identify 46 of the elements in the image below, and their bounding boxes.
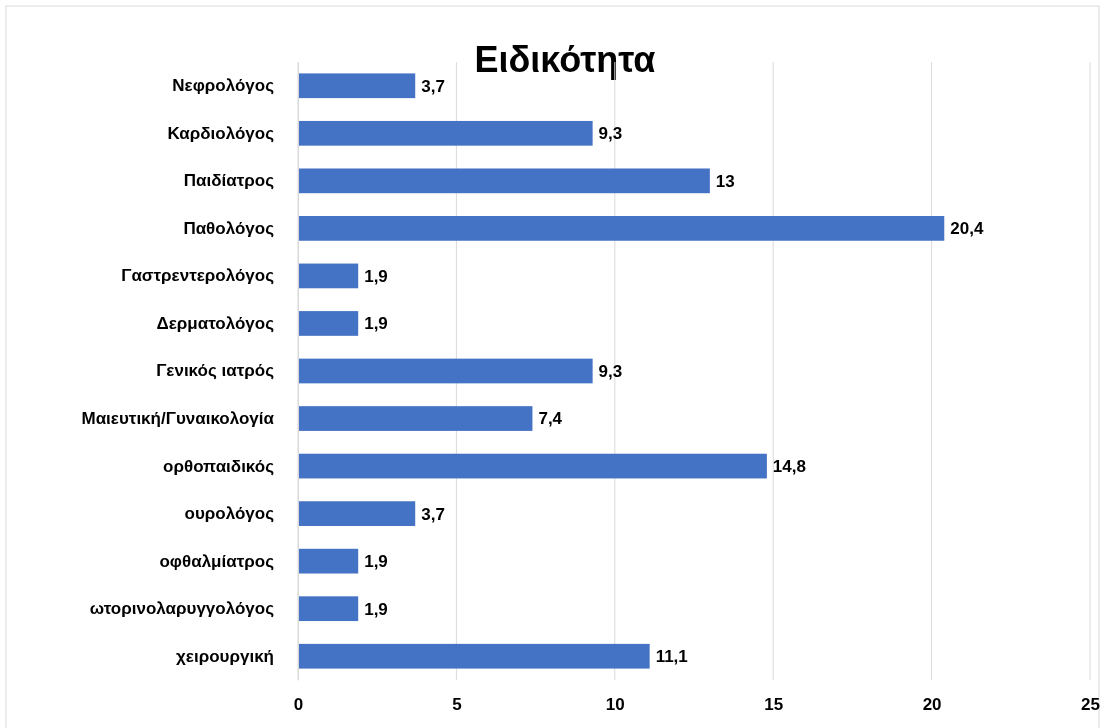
data-label: 3,7 xyxy=(421,504,445,524)
y-tick-label: Δερματολόγος xyxy=(156,313,275,333)
x-tick-label: 5 xyxy=(452,695,462,715)
bar xyxy=(298,453,767,479)
bar xyxy=(298,73,416,99)
y-tick-label: Παιδίατρος xyxy=(183,171,275,191)
bar xyxy=(298,596,359,622)
data-label: 1,9 xyxy=(364,552,388,572)
y-tick-label: ουρολόγος xyxy=(184,504,275,524)
data-label: 7,4 xyxy=(538,409,563,429)
bar xyxy=(298,501,416,526)
bar xyxy=(298,358,593,384)
y-tick-label: Καρδιολόγος xyxy=(167,123,275,143)
data-label: 1,9 xyxy=(364,314,388,334)
bar xyxy=(298,548,359,574)
bar xyxy=(298,168,710,194)
x-tick-label: 20 xyxy=(922,695,942,715)
y-tick-label: Παθολόγος xyxy=(183,218,275,238)
data-label: 3,7 xyxy=(421,76,445,96)
data-label: 9,3 xyxy=(598,124,623,144)
y-tick-label: ωτορινολαρυγγολόγος xyxy=(89,599,275,619)
x-tick-label: 10 xyxy=(605,695,625,715)
y-tick-label: Γαστρεντερολόγος xyxy=(121,266,275,286)
data-label: 1,9 xyxy=(364,266,388,286)
bar xyxy=(298,263,359,289)
data-label: 13 xyxy=(715,171,735,191)
chart-title: Ειδικότητα xyxy=(474,39,656,80)
data-label: 14,8 xyxy=(772,457,806,477)
bar xyxy=(298,216,945,241)
bar xyxy=(298,120,593,146)
y-tick-label: Νεφρολόγος xyxy=(172,76,275,96)
y-tick-label: Μαιευτική/Γυναικολογία xyxy=(81,408,275,428)
y-tick-label: Γενικός ιατρός xyxy=(156,361,275,381)
y-tick-label: χειρουργική xyxy=(176,646,274,666)
data-label: 11,1 xyxy=(655,647,688,667)
x-tick-label: 25 xyxy=(1081,695,1100,715)
data-label: 1,9 xyxy=(364,599,388,619)
x-tick-label: 15 xyxy=(764,695,784,715)
bar xyxy=(298,406,533,431)
x-tick-label: 0 xyxy=(293,695,304,715)
y-tick-label: οφθαλμίατρος xyxy=(159,551,275,571)
bar xyxy=(298,311,359,336)
data-label: 9,3 xyxy=(598,361,623,381)
y-tick-label: ορθοπαιδικός xyxy=(163,456,275,476)
bar xyxy=(298,643,650,669)
data-label: 20,4 xyxy=(950,219,984,239)
